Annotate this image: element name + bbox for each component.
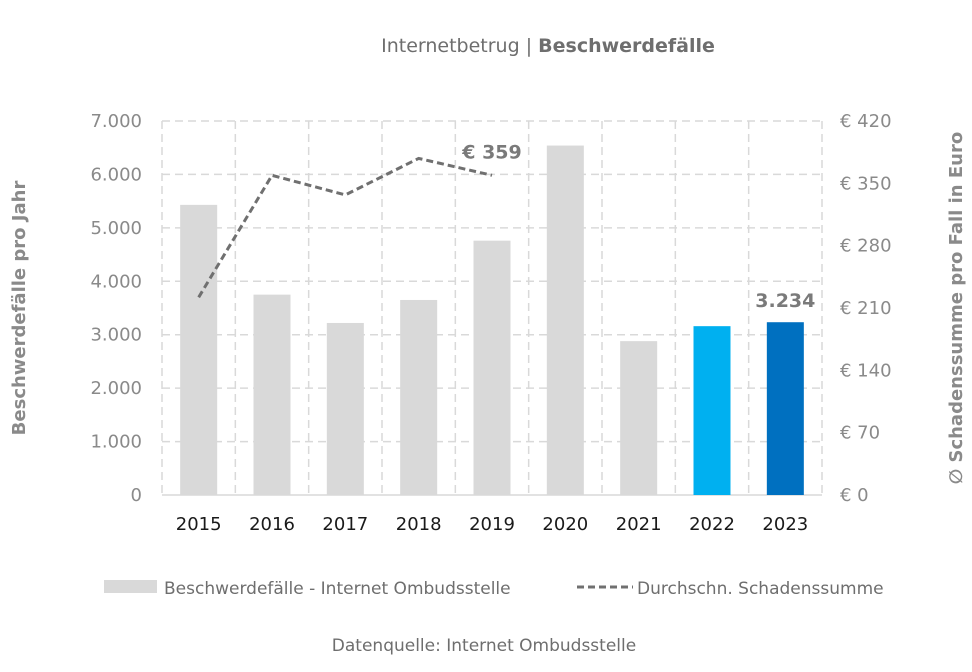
right-axis-label: ∅ Schadenssumme pro Fall in Euro	[946, 132, 967, 484]
bar-2017	[326, 322, 364, 495]
right-tick-label: € 420	[840, 111, 892, 132]
right-tick-label: € 280	[840, 236, 892, 257]
x-axis-ticks: 2015 2016 2017 2018 2019 2020 2021 2022 2023	[176, 514, 808, 535]
right-tick-label: € 70	[840, 423, 880, 444]
x-tick-label: 2022	[689, 514, 735, 535]
bar-2018	[400, 299, 438, 495]
right-tick-label: € 350	[840, 173, 892, 194]
x-tick-label: 2015	[176, 514, 222, 535]
legend: Beschwerdefälle - Internet Ombudsstelle …	[104, 579, 884, 599]
left-tick-label: 4.000	[90, 271, 142, 292]
left-axis-label: Beschwerdefälle pro Jahr	[9, 181, 30, 436]
left-tick-label: 1.000	[90, 432, 142, 453]
bar-series	[180, 145, 804, 495]
bar-2023	[766, 322, 804, 495]
right-tick-label: € 0	[840, 485, 869, 506]
bar-2016	[253, 294, 291, 495]
bar-2020	[546, 145, 584, 495]
x-tick-label: 2017	[322, 514, 368, 535]
left-tick-label: 0	[131, 485, 142, 506]
right-axis-ticks: € 0 € 70 € 140 € 210 € 280 € 350 € 420	[840, 111, 892, 506]
right-tick-label: € 140	[840, 360, 892, 381]
x-tick-label: 2016	[249, 514, 295, 535]
chart-title-prefix: Internetbetrug |	[381, 35, 538, 57]
annotations: € 359 3.234	[461, 141, 815, 312]
chart-title-main: Beschwerdefälle	[538, 35, 715, 57]
left-tick-label: 5.000	[90, 218, 142, 239]
legend-line-label: Durchschn. Schadenssumme	[637, 579, 884, 599]
left-tick-label: 7.000	[90, 111, 142, 132]
bar-2015	[180, 204, 218, 495]
left-tick-label: 6.000	[90, 164, 142, 185]
x-tick-label: 2020	[542, 514, 588, 535]
left-tick-label: 3.000	[90, 325, 142, 346]
annotation-label: € 359	[461, 141, 522, 163]
bar-2019	[473, 240, 511, 495]
left-axis-ticks: 0 1.000 2.000 3.000 4.000 5.000 6.000 7.000	[90, 111, 142, 506]
legend-bar-label: Beschwerdefälle - Internet Ombudsstelle	[164, 579, 511, 599]
x-tick-label: 2023	[762, 514, 808, 535]
line-series	[197, 156, 493, 299]
bar-2021	[620, 341, 658, 495]
chart-title: Internetbetrug | Beschwerdefälle	[381, 35, 715, 57]
x-tick-label: 2021	[616, 514, 662, 535]
bar-2022	[693, 326, 731, 495]
line-path	[197, 156, 493, 299]
right-tick-label: € 210	[840, 298, 892, 319]
legend-bar-swatch	[104, 580, 157, 593]
left-tick-label: 2.000	[90, 378, 142, 399]
data-source: Datenquelle: Internet Ombudsstelle	[332, 636, 636, 656]
x-tick-label: 2018	[396, 514, 442, 535]
x-tick-label: 2019	[469, 514, 515, 535]
annotation-label: 3.234	[755, 290, 815, 312]
